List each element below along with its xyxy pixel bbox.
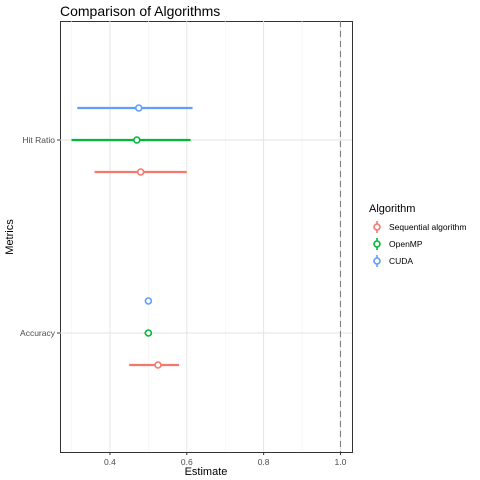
- legend-title: Algorithm: [369, 203, 415, 215]
- x-tick-label: 0.4: [104, 457, 116, 467]
- data-point: [134, 104, 143, 112]
- y-axis-title: Metrics: [4, 219, 16, 255]
- data-point: [144, 329, 153, 337]
- data-point: [154, 361, 162, 369]
- legend-label: CUDA: [389, 256, 413, 266]
- legend-label: Sequential algorithm: [389, 222, 467, 232]
- legend-key-point: [373, 240, 381, 248]
- x-tick-label: 0.6: [181, 457, 193, 467]
- y-tick-label: Accuracy: [20, 328, 56, 338]
- x-tick-label: 1.0: [335, 457, 347, 467]
- chart-title: Comparison of Algorithms: [60, 3, 220, 19]
- legend-key-point: [373, 223, 381, 231]
- plot-panel: [60, 21, 353, 453]
- y-tick-label: Hit Ratio: [22, 135, 55, 145]
- data-point: [136, 168, 145, 176]
- axes: 0.4 0.6 0.8 1.0 Hit Ratio Accuracy: [20, 135, 347, 467]
- legend: Algorithm Sequential algorithm OpenMP CUDA: [369, 203, 467, 267]
- x-axis-title: Estimate: [185, 466, 228, 478]
- legend-label: OpenMP: [389, 239, 423, 249]
- data-point: [144, 297, 153, 305]
- data-point: [133, 136, 141, 144]
- x-tick-label: 0.8: [258, 457, 270, 467]
- chart-marks: [71, 21, 342, 452]
- legend-key-point: [373, 257, 381, 265]
- grid: [60, 21, 352, 452]
